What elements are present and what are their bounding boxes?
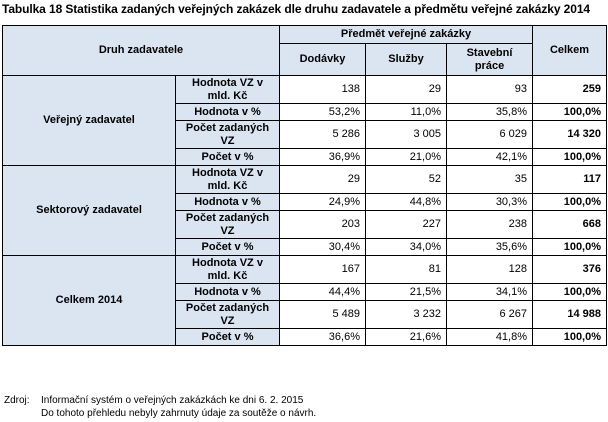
cell-dodavky: 138 [279, 75, 366, 104]
header-dodavky: Dodávky [279, 43, 366, 76]
cell-stavebni: 35 [445, 165, 534, 194]
cell-stavebni: 41,8% [445, 328, 534, 346]
cell-sluzby: 52 [365, 165, 447, 194]
cell-sluzby: 11,0% [365, 103, 447, 121]
row-label: Hodnota VZ v mld. Kč [175, 75, 280, 104]
cell-sluzby: 21,5% [365, 283, 447, 301]
cell-stavebni: 238 [445, 210, 534, 239]
cell-dodavky: 24,9% [279, 193, 366, 211]
cell-sluzby: 3 232 [365, 300, 447, 329]
cell-stavebni: 6 029 [445, 120, 534, 149]
cell-stavebni: 35,8% [445, 103, 534, 121]
cell-sluzby: 3 005 [365, 120, 447, 149]
row-label: Počet zadaných VZ [175, 210, 280, 239]
cell-sluzby: 21,0% [365, 148, 447, 166]
cell-celkem: 14 320 [532, 120, 608, 149]
cell-dodavky: 5 286 [279, 120, 366, 149]
cell-stavebni: 6 267 [445, 300, 534, 329]
header-druh-zadavatele: Druh zadavatele [2, 25, 280, 76]
cell-sluzby: 44,8% [365, 193, 447, 211]
cell-celkem: 100,0% [532, 103, 608, 121]
table-row: Počet v % 36,6% 21,6% 41,8% 100,0% [3, 328, 608, 346]
row-label: Počet zadaných VZ [175, 120, 280, 149]
cell-celkem: 100,0% [532, 238, 608, 256]
table-row: Počet zadaných VZ 203 227 238 668 [3, 210, 608, 239]
cell-sluzby: 34,0% [365, 238, 447, 256]
cell-dodavky: 36,9% [279, 148, 366, 166]
header-sluzby: Služby [365, 43, 447, 76]
cell-celkem: 100,0% [532, 148, 608, 166]
cell-dodavky: 167 [279, 255, 366, 284]
cell-celkem: 259 [532, 75, 608, 104]
table-row: Celkem 2014 Hodnota VZ v mld. Kč 167 81 128 3… [2, 255, 608, 346]
table-row: Sektorový zadavatel Hodnota VZ v mld. Kč 2… [2, 165, 608, 256]
group-label: Veřejný zadavatel [2, 75, 176, 166]
cell-dodavky: 30,4% [279, 238, 366, 256]
cell-sluzby: 21,6% [365, 328, 447, 346]
cell-dodavky: 53,2% [279, 103, 366, 121]
table-row: Počet zadaných VZ 5 489 3 232 6 267 14 988 [3, 300, 608, 329]
group-label: Sektorový zadavatel [2, 165, 176, 256]
cell-sluzby: 81 [365, 255, 447, 284]
footer-line-2: Do tohoto přehledu nebyly zahrnuty údaje… [41, 408, 317, 419]
cell-celkem: 100,0% [532, 193, 608, 211]
table-caption: Tabulka 18 Statistika zadaných veřejných… [2, 2, 590, 16]
cell-dodavky: 36,6% [279, 328, 366, 346]
cell-dodavky: 29 [279, 165, 366, 194]
table-row: Počet v % 36,9% 21,0% 42,1% 100,0% [3, 148, 608, 166]
cell-dodavky: 5 489 [279, 300, 366, 329]
cell-sluzby: 227 [365, 210, 447, 239]
cell-celkem: 100,0% [532, 283, 608, 301]
row-label: Hodnota VZ v mld. Kč [175, 255, 280, 284]
table-row: Počet v % 30,4% 34,0% 35,6% 100,0% [3, 238, 608, 256]
cell-stavebni: 34,1% [445, 283, 534, 301]
cell-dodavky: 44,4% [279, 283, 366, 301]
footer-line-1: Informační systém o veřejných zakázkách … [41, 395, 304, 406]
group-label: Celkem 2014 [2, 255, 176, 346]
cell-sluzby: 29 [365, 75, 447, 104]
row-label: Počet zadaných VZ [175, 300, 280, 329]
row-label: Počet v % [175, 328, 280, 346]
table-row: Hodnota v % 53,2% 11,0% 35,8% 100,0% [3, 103, 608, 121]
row-label: Hodnota v % [175, 283, 280, 301]
table-row: Veřejný zadavatel Hodnota VZ v mld. Kč 138… [2, 75, 608, 166]
header-stavebni: Stavební práce [445, 43, 534, 76]
cell-dodavky: 203 [279, 210, 366, 239]
statistics-table: Druh zadavatele Předmět veřejné zakázky … [2, 25, 608, 346]
cell-celkem: 376 [532, 255, 608, 284]
row-label: Počet v % [175, 148, 280, 166]
cell-stavebni: 30,3% [445, 193, 534, 211]
cell-celkem: 14 988 [532, 300, 608, 329]
cell-stavebni: 93 [445, 75, 534, 104]
cell-celkem: 117 [532, 165, 608, 194]
row-label: Hodnota VZ v mld. Kč [175, 165, 280, 194]
cell-stavebni: 42,1% [445, 148, 534, 166]
header-predmet: Předmět veřejné zakázky [278, 25, 534, 44]
row-label: Počet v % [175, 238, 280, 256]
cell-celkem: 100,0% [532, 328, 608, 346]
footer-label: Zdroj: [4, 395, 30, 406]
row-label: Hodnota v % [175, 103, 280, 121]
table-row: Počet zadaných VZ 5 286 3 005 6 029 14 320 [3, 120, 608, 149]
cell-stavebni: 128 [445, 255, 534, 284]
cell-stavebni: 35,6% [445, 238, 534, 256]
header-celkem: Celkem [532, 25, 608, 76]
row-label: Hodnota v % [175, 193, 280, 211]
cell-celkem: 668 [532, 210, 608, 239]
